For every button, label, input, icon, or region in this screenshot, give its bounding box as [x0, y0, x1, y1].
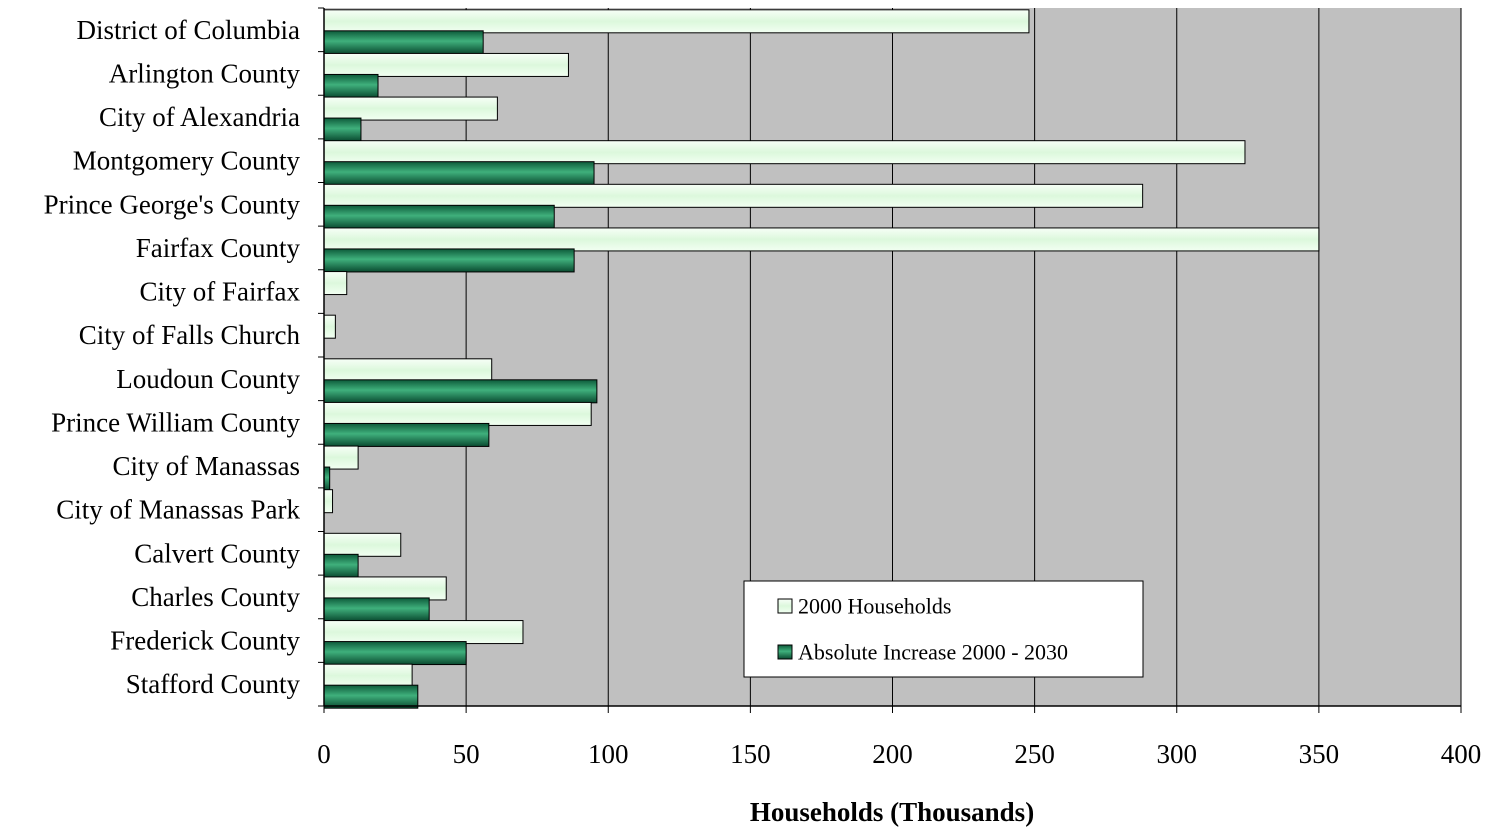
legend-label-2000-households: 2000 Households: [798, 594, 951, 619]
bar-2000-city-of-falls-church: [323, 314, 336, 339]
category-label-district-of-columbia: District of Columbia: [77, 15, 300, 45]
category-label-arlington-county: Arlington County: [109, 58, 301, 88]
x-tick-labels: 0 50 100 150 200 250 300 350 400: [317, 739, 1481, 769]
axes: [318, 7, 1462, 713]
bar-2000-montgomery-county: [323, 140, 1246, 165]
category-labels: District of Columbia Arlington County City…: [44, 15, 301, 699]
category-label-montgomery-county: Montgomery County: [73, 146, 301, 176]
bar-increase-calvert-county: [323, 553, 359, 578]
bar-2000-loudoun-county: [323, 358, 493, 383]
category-label-fairfax-county: Fairfax County: [136, 233, 301, 263]
bar-2000-city-of-fairfax: [323, 271, 348, 296]
bar-2000-prince-george-s-county: [323, 183, 1144, 208]
x-tick-label-100: 100: [588, 739, 629, 769]
bar-increase-stafford-county: [323, 684, 419, 709]
x-tick-label-150: 150: [730, 739, 771, 769]
bar-2000-city-of-manassas-park: [323, 489, 334, 514]
category-label-frederick-county: Frederick County: [110, 626, 300, 656]
bar-2000-district-of-columbia: [323, 9, 1030, 34]
legend: 2000 Households Absolute Increase 2000 - …: [743, 580, 1144, 678]
category-label-city-of-manassas-park: City of Manassas Park: [56, 495, 300, 525]
category-label-stafford-county: Stafford County: [126, 669, 301, 699]
bar-2000-prince-william-county: [323, 401, 592, 426]
x-tick-label-200: 200: [872, 739, 913, 769]
category-label-city-of-falls-church: City of Falls Church: [79, 320, 301, 350]
bar-2000-city-of-alexandria: [323, 96, 498, 121]
bar-2000-charles-county: [323, 576, 447, 601]
category-label-charles-county: Charles County: [131, 582, 300, 612]
bar-increase-district-of-columbia: [323, 30, 484, 55]
x-axis-title: Households (Thousands): [750, 797, 1034, 827]
bar-increase-loudoun-county: [323, 379, 598, 404]
bar-2000-arlington-county: [323, 52, 569, 77]
category-label-calvert-county: Calvert County: [134, 538, 300, 568]
bar-increase-charles-county: [323, 597, 430, 622]
bar-2000-calvert-county: [323, 532, 402, 557]
x-tick-label-250: 250: [1014, 739, 1055, 769]
bar-increase-montgomery-county: [323, 161, 595, 186]
legend-swatch-absolute-increase-2000-2030: [777, 644, 793, 660]
bar-2000-stafford-county: [323, 663, 413, 688]
x-tick-label-50: 50: [453, 739, 480, 769]
bar-2000-fairfax-county: [323, 227, 1320, 252]
category-label-prince-george-s-county: Prince George's County: [44, 189, 301, 219]
bar-increase-city-of-alexandria: [323, 117, 362, 142]
category-label-city-of-fairfax: City of Fairfax: [140, 277, 301, 307]
bar-2000-city-of-manassas: [323, 445, 359, 470]
bar-increase-arlington-county: [323, 73, 379, 98]
bar-2000-frederick-county: [323, 620, 524, 645]
category-label-city-of-manassas: City of Manassas: [113, 451, 300, 481]
bar-increase-prince-william-county: [323, 422, 490, 447]
category-label-city-of-alexandria: City of Alexandria: [99, 102, 300, 132]
gridlines: [465, 8, 1462, 706]
bar-increase-fairfax-county: [323, 248, 575, 273]
x-tick-label-300: 300: [1157, 739, 1198, 769]
x-tick-label-0: 0: [317, 739, 331, 769]
bar-increase-frederick-county: [323, 641, 467, 666]
bar-increase-prince-george-s-county: [323, 204, 555, 229]
x-tick-label-350: 350: [1299, 739, 1340, 769]
x-tick-label-400: 400: [1441, 739, 1482, 769]
bars: [323, 9, 1320, 709]
bar-increase-city-of-manassas: [323, 466, 331, 491]
legend-items: 2000 Households Absolute Increase 2000 - …: [777, 594, 1068, 665]
legend-swatch-2000-households: [777, 598, 793, 614]
legend-box: [743, 580, 1144, 678]
category-label-loudoun-county: Loudoun County: [116, 364, 300, 394]
category-label-prince-william-county: Prince William County: [51, 407, 300, 437]
legend-label-absolute-increase-2000-2030: Absolute Increase 2000 - 2030: [798, 640, 1068, 665]
